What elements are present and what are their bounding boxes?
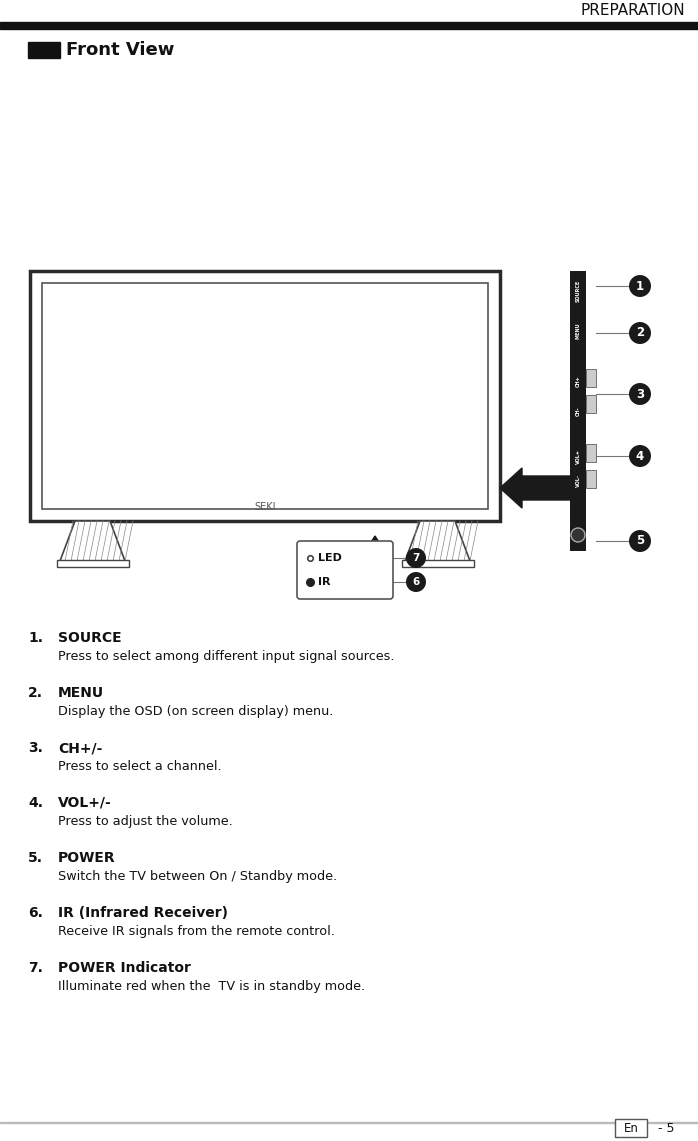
Polygon shape [60, 521, 125, 561]
Text: 1: 1 [636, 280, 644, 292]
Text: 5: 5 [636, 534, 644, 548]
Text: 7: 7 [413, 553, 419, 563]
Circle shape [406, 572, 426, 592]
Text: 6: 6 [413, 577, 419, 586]
FancyArrow shape [500, 468, 570, 508]
Bar [30, 272, 500, 521]
Circle shape [571, 528, 585, 542]
Text: Illuminate red when the  TV is in standby mode.: Illuminate red when the TV is in standby… [58, 980, 365, 993]
Text: SOURCE: SOURCE [58, 631, 121, 645]
Bar [57, 560, 129, 567]
Circle shape [629, 445, 651, 467]
Bar [586, 369, 596, 387]
FancyArrow shape [366, 536, 384, 566]
Text: 7.: 7. [28, 961, 43, 976]
Bar [570, 272, 586, 551]
Text: IR (Infrared Receiver): IR (Infrared Receiver) [58, 906, 228, 920]
Bar [402, 560, 474, 567]
Text: Switch the TV between On / Standby mode.: Switch the TV between On / Standby mode. [58, 869, 337, 883]
Text: VOL+/-: VOL+/- [58, 796, 112, 810]
Bar [615, 1119, 647, 1136]
Text: Display the OSD (on screen display) menu.: Display the OSD (on screen display) menu… [58, 705, 334, 718]
Bar [0, 1122, 698, 1123]
Text: CH+: CH+ [575, 375, 581, 387]
Text: LED: LED [318, 553, 342, 563]
Text: Press to select among different input signal sources.: Press to select among different input si… [58, 650, 394, 663]
Text: PREPARATION: PREPARATION [580, 3, 685, 18]
Bar [586, 444, 596, 462]
Text: En: En [623, 1122, 639, 1134]
Text: CH-: CH- [575, 406, 581, 415]
Text: POWER Indicator: POWER Indicator [58, 961, 191, 976]
Bar [586, 395, 596, 413]
Text: VOL+: VOL+ [575, 448, 581, 463]
Text: 5.: 5. [28, 851, 43, 865]
Text: 4.: 4. [28, 796, 43, 810]
Polygon shape [405, 521, 470, 561]
Bar [28, 42, 60, 58]
Text: SOURCE: SOURCE [575, 280, 581, 302]
Circle shape [629, 275, 651, 297]
FancyBboxPatch shape [297, 541, 393, 599]
Circle shape [629, 383, 651, 405]
Text: 3: 3 [636, 388, 644, 400]
Text: MENU: MENU [58, 686, 104, 699]
Text: Press to adjust the volume.: Press to adjust the volume. [58, 815, 232, 828]
Text: Receive IR signals from the remote control.: Receive IR signals from the remote contr… [58, 925, 335, 938]
Text: MENU: MENU [575, 323, 581, 339]
Text: 1.: 1. [28, 631, 43, 645]
Text: Front View: Front View [66, 41, 174, 59]
Text: IR: IR [318, 577, 330, 586]
Text: VOL-: VOL- [575, 475, 581, 487]
Text: Press to select a channel.: Press to select a channel. [58, 760, 222, 772]
Text: 2: 2 [636, 326, 644, 340]
Text: 4: 4 [636, 450, 644, 462]
Text: CH+/-: CH+/- [58, 741, 103, 755]
Text: - 5: - 5 [658, 1122, 674, 1134]
Bar [0, 22, 698, 29]
Bar [42, 283, 488, 509]
Text: 2.: 2. [28, 686, 43, 699]
Text: 3.: 3. [28, 741, 43, 755]
Text: SEKI: SEKI [254, 502, 276, 512]
Circle shape [406, 548, 426, 568]
Circle shape [629, 531, 651, 552]
Text: 6.: 6. [28, 906, 43, 920]
Circle shape [629, 322, 651, 343]
Text: POWER: POWER [58, 851, 116, 865]
Bar [586, 470, 596, 488]
